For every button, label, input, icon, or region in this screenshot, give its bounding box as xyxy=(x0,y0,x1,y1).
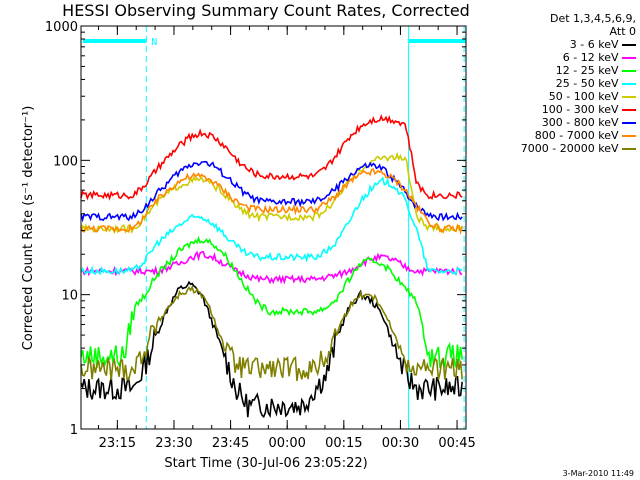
legend-title-line-1: Att 0 xyxy=(609,25,636,38)
legend-entry: 800 - 7000 keV xyxy=(535,129,636,142)
x-tick-label: 00:30 xyxy=(382,436,419,451)
series-line-3 xyxy=(80,176,463,276)
legend-swatch xyxy=(622,109,636,111)
x-tick-label: 23:45 xyxy=(212,436,249,451)
legend-entry: 300 - 800 keV xyxy=(542,116,636,129)
legend-label: 7000 - 20000 keV xyxy=(520,142,622,155)
x-tick-label: 00:15 xyxy=(325,436,362,451)
plot-area: N 1 10 100 1000 23:15 23:30 23:45 00:00 00:15 00:3… xyxy=(45,20,476,451)
legend-label: 800 - 7000 keV xyxy=(534,129,622,142)
legend-entry: 6 - 12 keV xyxy=(563,51,636,64)
x-tick-label: 00:00 xyxy=(268,436,305,451)
legend-title-line-0: Det 1,3,4,5,6,9, xyxy=(549,12,636,25)
legend-entry: 3 - 6 keV xyxy=(570,38,636,51)
chart-title: HESSI Observing Summary Count Rates, Cor… xyxy=(62,1,470,20)
legend-swatch xyxy=(622,96,636,98)
x-axis-label: Start Time (30-Jul-06 23:05:22) xyxy=(164,456,367,471)
timestamp: 3-Mar-2010 11:49 xyxy=(563,469,634,478)
legend-swatch xyxy=(622,122,636,124)
series-line-2 xyxy=(80,235,463,369)
legend-label: 25 - 50 keV xyxy=(555,77,622,90)
series-line-6 xyxy=(80,160,463,223)
legend-label: 300 - 800 keV xyxy=(541,116,622,129)
x-tick-label: 23:15 xyxy=(99,436,136,451)
legend-entry: 12 - 25 keV xyxy=(556,64,636,77)
series-line-4 xyxy=(80,151,463,235)
legend-label: 6 - 12 keV xyxy=(562,51,622,64)
legend-swatch xyxy=(622,57,636,59)
legend-label: 100 - 300 keV xyxy=(541,103,622,116)
y-tick-label: 100 xyxy=(53,154,78,169)
y-tick-label: 1 xyxy=(70,423,78,438)
legend-swatch xyxy=(622,148,636,150)
legend-swatch xyxy=(622,135,636,137)
legend-swatch xyxy=(622,70,636,72)
legend-entry: 7000 - 20000 keV xyxy=(521,142,636,155)
legend-label: 50 - 100 keV xyxy=(548,90,622,103)
x-tick-label: 23:30 xyxy=(155,436,192,451)
night-marker: N xyxy=(151,37,157,48)
legend-swatch xyxy=(622,83,636,85)
x-tick-label: 00:45 xyxy=(438,436,475,451)
plot-frame xyxy=(80,25,467,430)
series-line-5 xyxy=(80,114,463,201)
legend-label: 3 - 6 keV xyxy=(569,38,622,51)
y-tick-label: 10 xyxy=(61,289,78,304)
legend-entry: 50 - 100 keV xyxy=(549,90,636,103)
legend-entry: 25 - 50 keV xyxy=(556,77,636,90)
legend-label: 12 - 25 keV xyxy=(555,64,622,77)
series-line-8 xyxy=(80,284,463,381)
y-axis-label: Corrected Count Rate (s⁻¹ detector⁻¹) xyxy=(21,106,36,351)
series-line-7 xyxy=(80,168,463,235)
legend-entry: 100 - 300 keV xyxy=(542,103,636,116)
legend-swatch xyxy=(622,44,636,46)
y-tick-label: 1000 xyxy=(45,20,78,35)
series-line-1 xyxy=(80,250,463,285)
